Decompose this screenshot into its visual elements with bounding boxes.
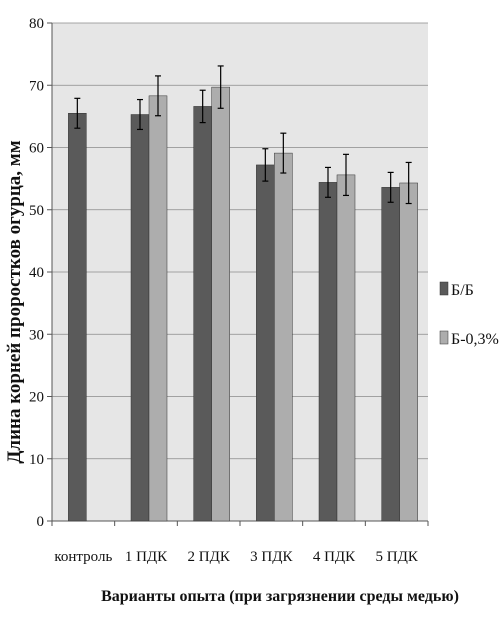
x-category-label: 2 ПДК: [188, 549, 231, 565]
legend: Б/Б Б-0,3%: [439, 281, 499, 348]
y-tick-label: 60: [29, 141, 44, 157]
x-category-label: 3 ПДК: [250, 549, 293, 565]
legend-swatch: [439, 330, 449, 345]
y-tick-label: 70: [29, 78, 44, 94]
bar: [193, 106, 212, 522]
bar: [68, 113, 87, 522]
legend-label: Б/Б: [451, 282, 474, 299]
y-tick-label: 0: [37, 514, 45, 530]
y-tick-label: 80: [29, 16, 44, 32]
legend-label: Б-0,3%: [451, 331, 499, 348]
bar: [211, 86, 230, 522]
bar: [381, 187, 400, 522]
y-tick-label: 10: [29, 452, 44, 468]
y-tick-label: 20: [29, 390, 44, 406]
bar: [318, 182, 338, 522]
x-category-label: 5 ПДК: [376, 549, 419, 565]
x-category-label: 4 ПДК: [313, 549, 356, 565]
x-category-label: 1 ПДК: [125, 549, 168, 565]
x-category-label: контроль: [54, 549, 112, 565]
bar: [130, 114, 150, 522]
x-axis-categories: контроль 1 ПДК 2 ПДК 3 ПДК 4 ПДК 5 ПДК: [54, 549, 418, 565]
bar: [274, 152, 293, 522]
error-bars: [74, 65, 412, 205]
y-axis-ticks: 0 10 20 30 40 50 60 70 80: [29, 16, 44, 530]
legend-swatch: [439, 281, 449, 296]
bar: [256, 164, 275, 522]
y-tick-label: 50: [29, 203, 44, 219]
gridlines: [47, 22, 429, 526]
y-tick-label: 40: [29, 265, 44, 281]
bar: [399, 182, 418, 522]
bar: [336, 174, 356, 522]
y-axis-label: Длина корней проростков огурца, мм: [4, 140, 25, 463]
bars: [68, 86, 418, 522]
bar: [148, 95, 168, 522]
y-tick-label: 30: [29, 327, 44, 343]
x-axis-label: Варианты опыта (при загрязнении среды ме…: [101, 588, 459, 605]
